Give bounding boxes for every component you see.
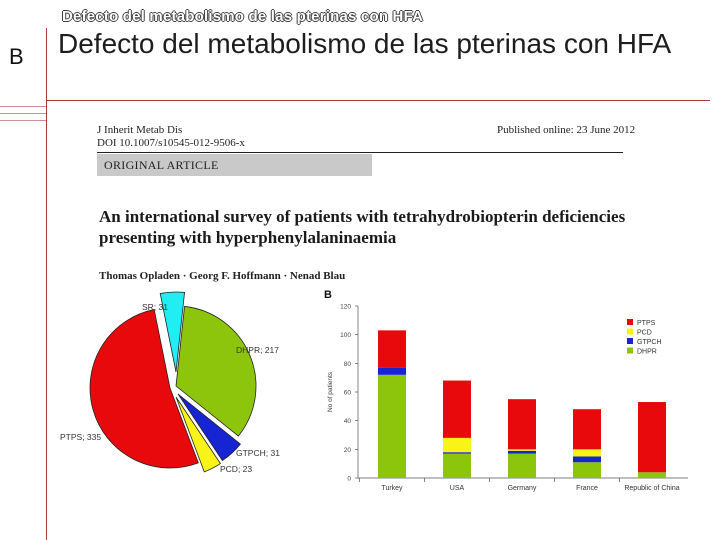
x-tick-label: USA: [450, 485, 465, 492]
bar-pcd-1: [443, 437, 471, 453]
x-tick-label: France: [576, 485, 598, 492]
legend-swatch-dhpr: [627, 347, 633, 354]
paper-journal: J Inherit Metab Dis DOI 10.1007/s10545-0…: [97, 124, 245, 150]
paper-article-title: An international survey of patients with…: [99, 207, 626, 247]
pie-slice-pcd: [175, 396, 221, 473]
bar-dhpr-4: [638, 472, 666, 478]
bar-ptps-1: [443, 380, 471, 438]
legend-swatch-ptps: [627, 319, 633, 325]
legend-label-ptps: PTPS: [637, 320, 656, 327]
pie-slice-dhpr: [175, 306, 257, 437]
paper-header-rule: [97, 152, 623, 153]
bar-ptps-2: [508, 399, 536, 450]
paper-published-date: Published online: 23 June 2012: [497, 124, 636, 136]
pie-slice-ptps: [89, 309, 199, 469]
legend-swatch-pcd: [627, 328, 633, 335]
pie-chart: DHPR; 217 GTPCH; 31 PCD; 23 PTPS; 335 SR; 31: [60, 291, 280, 474]
y-tick-label: 20: [344, 447, 352, 454]
bar-pcd-3: [573, 449, 601, 457]
y-tick-label: 40: [344, 418, 352, 425]
bar-ptps-0: [378, 330, 406, 368]
x-tick-label: Turkey: [381, 485, 403, 492]
y-tick-label: 60: [344, 390, 352, 397]
bar-gtpch-2: [508, 450, 536, 454]
pie-label-ptps: PTPS; 335: [60, 432, 101, 442]
legend-swatch-gtpch: [627, 338, 633, 344]
slide-side-letter: B: [9, 44, 24, 69]
journal-name: J Inherit Metab Dis: [97, 124, 183, 136]
legend-label-pcd: PCD: [637, 330, 652, 337]
y-tick-label: 80: [344, 361, 352, 368]
slide-title: Defecto del metabolismo de las pterinas …: [58, 28, 672, 59]
pie-label-pcd: PCD; 23: [220, 464, 252, 474]
x-tick-label: Germany: [508, 485, 537, 492]
pie-label-sr: SR; 31: [142, 302, 168, 312]
y-tick-label: 120: [340, 304, 351, 311]
y-axis-label: No of patients: [327, 371, 334, 412]
bar-panel-label: B: [324, 289, 332, 301]
bar-dhpr-3: [573, 462, 601, 478]
bar-gtpch-3: [573, 456, 601, 463]
bar-gtpch-0: [378, 367, 406, 375]
bar-gtpch-1: [443, 452, 471, 454]
pie-slice-gtpch: [177, 393, 241, 462]
legend-label-dhpr: DHPR: [637, 349, 657, 356]
x-tick-label: Republic of China: [624, 485, 679, 492]
accent-horizontal-line: [46, 100, 710, 101]
paper-section-label: ORIGINAL ARTICLE: [104, 158, 219, 172]
pie-label-dhpr: DHPR; 217: [236, 345, 279, 355]
pie-slice-sr: [159, 291, 185, 373]
accent-tick: [0, 120, 46, 121]
paper-authors: Thomas Opladen · Georg F. Hoffmann · Nen…: [99, 270, 346, 282]
accent-tick: [0, 106, 46, 107]
legend-label-gtpch: GTPCH: [637, 339, 662, 346]
bar-chart: B 0 20 40 60 80 100 120 No of patients Turkey USA G…: [324, 289, 688, 492]
bar-dhpr-1: [443, 453, 471, 478]
bar-pcd-2: [508, 449, 536, 451]
accent-vertical-line: [46, 28, 47, 540]
bar-dhpr-2: [508, 453, 536, 478]
pie-label-gtpch: GTPCH; 31: [236, 448, 280, 458]
bar-ptps-4: [638, 402, 666, 473]
journal-doi: DOI 10.1007/s10545-012-9506-x: [97, 137, 245, 149]
accent-tick: [0, 113, 46, 114]
bar-dhpr-0: [378, 374, 406, 478]
y-tick-label: 100: [340, 332, 351, 339]
paper-section-bar: [97, 154, 372, 176]
y-tick-label: 0: [347, 476, 351, 483]
slide-header-title: Defecto del metabolismo de las pterinas …: [62, 8, 424, 25]
bar-ptps-3: [573, 409, 601, 450]
